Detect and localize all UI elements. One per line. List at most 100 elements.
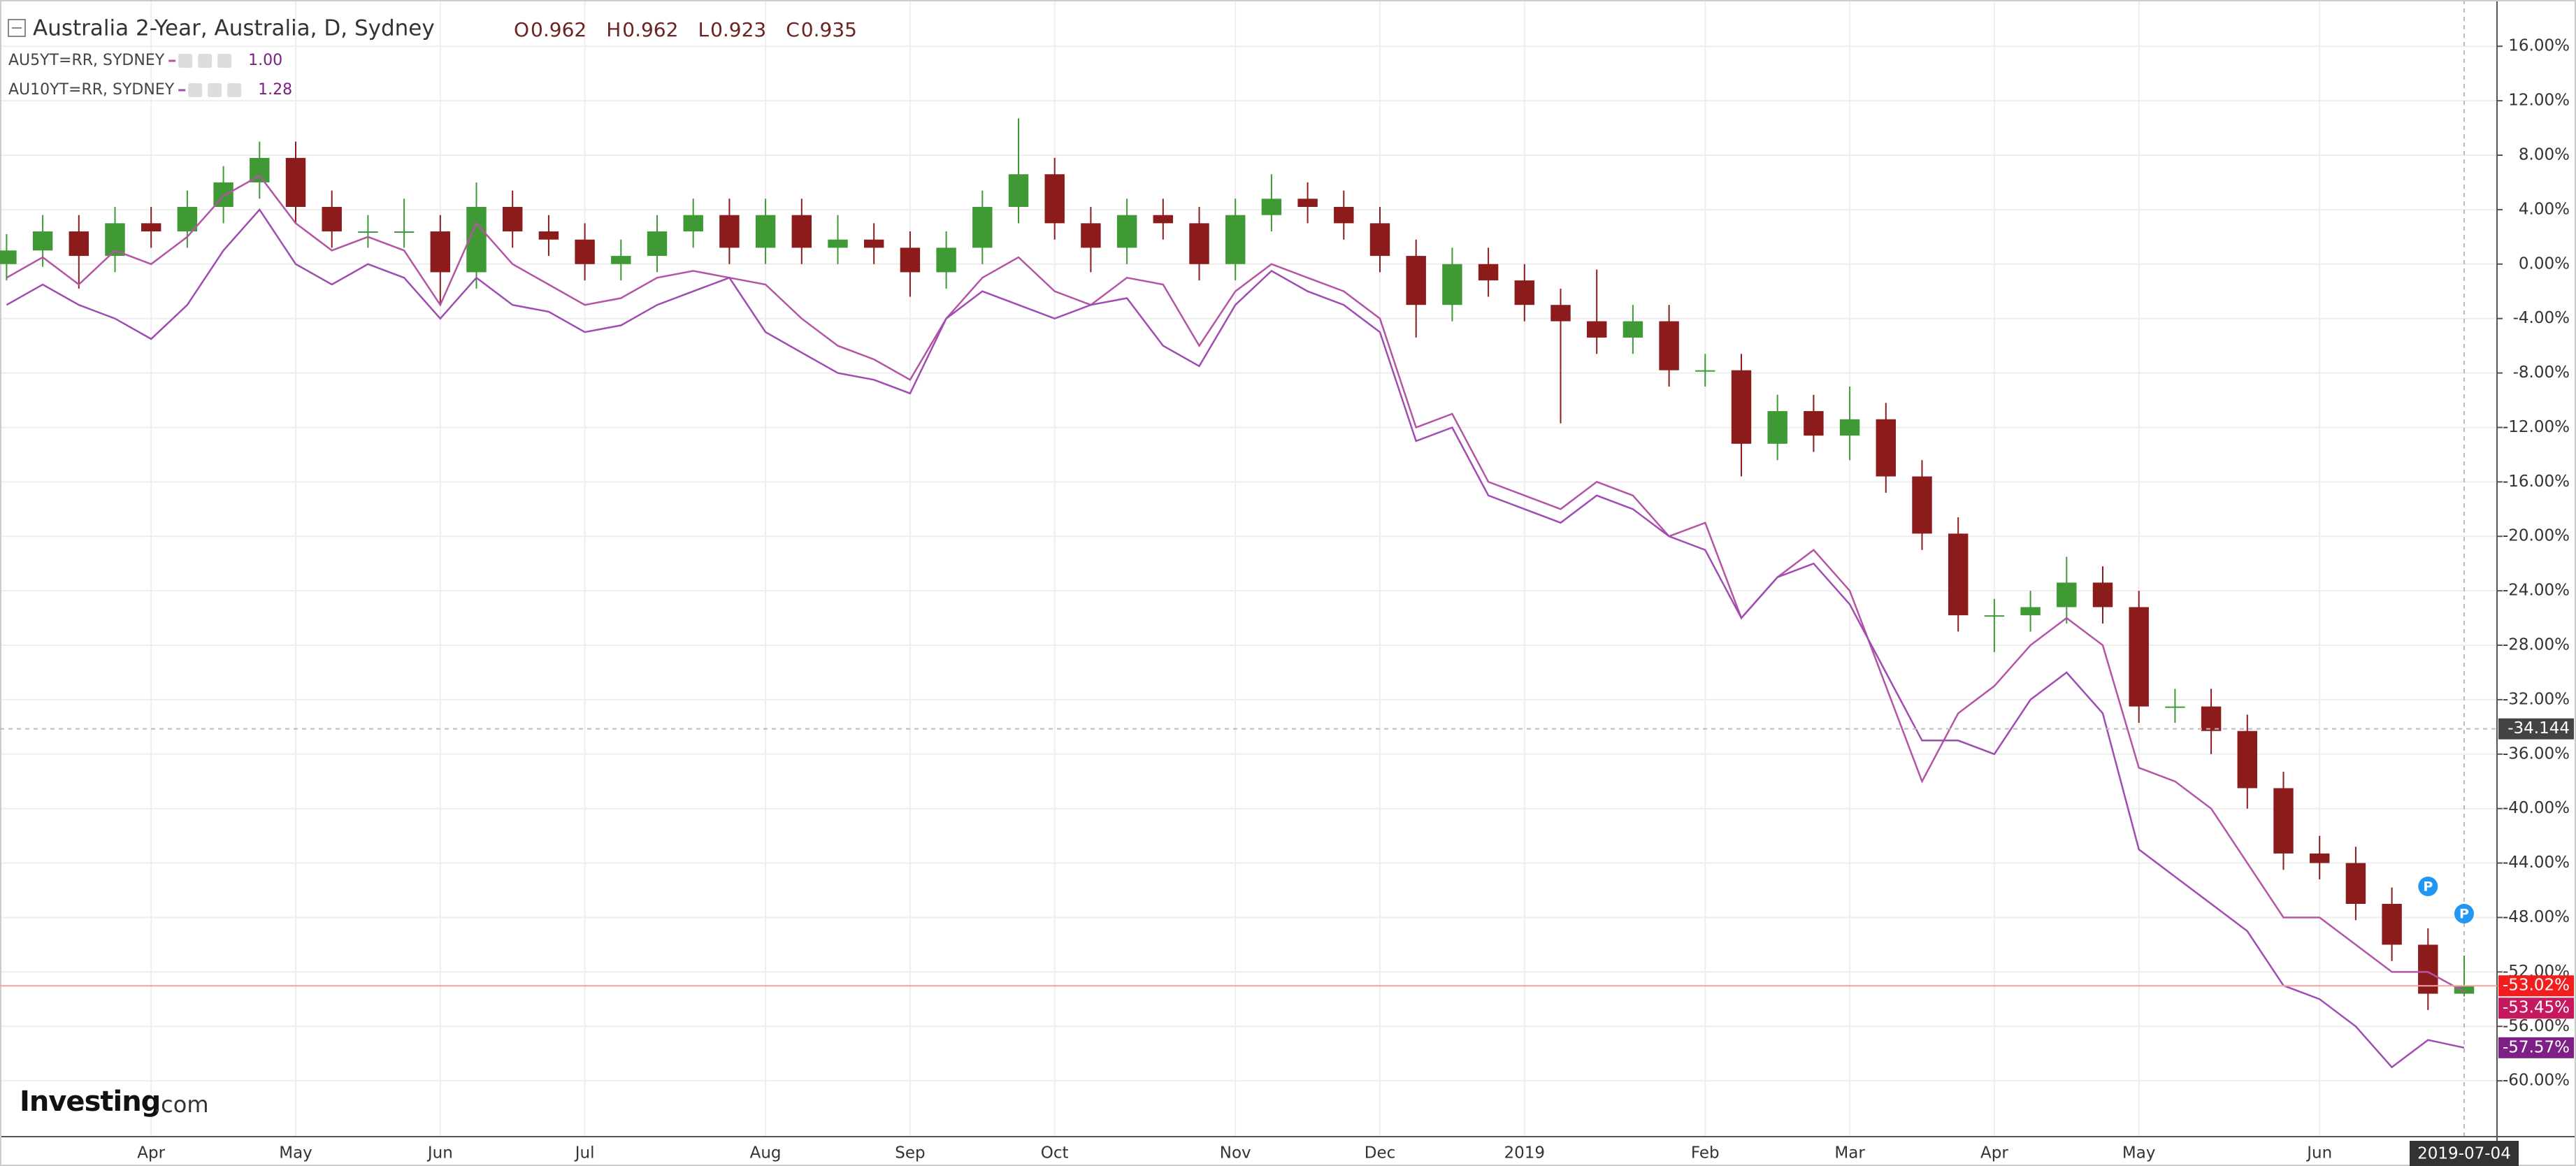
candle-body — [250, 157, 270, 182]
y-tick-label: 8.00% — [2519, 145, 2570, 164]
x-tick-label: Jul — [574, 1144, 595, 1163]
candle-body — [1116, 215, 1137, 248]
x-tick-label: Jun — [426, 1144, 453, 1163]
y-tick-label: -28.00% — [2503, 636, 2570, 654]
candle-body — [2273, 788, 2294, 854]
y-tick-label: -56.00% — [2503, 1017, 2570, 1035]
candle-body — [1695, 370, 1715, 372]
y-tick-label: 0.00% — [2519, 254, 2570, 273]
candle-body — [502, 206, 523, 232]
y-tick-label: -40.00% — [2503, 799, 2570, 817]
candle-body — [863, 239, 884, 248]
candle-body — [2129, 607, 2149, 707]
candle-body — [791, 215, 812, 248]
legend-value: 1.28 — [258, 81, 292, 99]
candle-body — [2020, 607, 2041, 616]
candle-body — [1731, 370, 1752, 444]
ohlc-value: 0.923 — [710, 18, 766, 41]
candle-body — [1984, 615, 2005, 617]
crosshair-label: -34.144 — [2507, 719, 2570, 737]
candle-body — [0, 250, 17, 264]
candle-body — [1514, 280, 1535, 305]
candle-body — [936, 247, 956, 273]
candle-body — [611, 256, 631, 264]
candle-body — [683, 215, 703, 232]
candle-body — [394, 231, 415, 233]
collapse-button[interactable] — [8, 19, 26, 37]
candle-body — [141, 223, 161, 232]
line-series — [6, 174, 2465, 993]
y-tick-label: -48.00% — [2503, 908, 2570, 926]
ohlc-label: O — [514, 18, 529, 41]
y-tick-label: -24.00% — [2503, 582, 2570, 600]
ohlc-value: 0.935 — [801, 18, 857, 41]
ohlc-label: H — [606, 18, 621, 41]
x-tick-label: May — [2122, 1144, 2156, 1163]
candle-body — [1225, 215, 1246, 264]
legend-icon — [188, 83, 203, 97]
event-marker — [2454, 904, 2474, 924]
x-label-box — [2410, 1141, 2519, 1166]
candle-body — [900, 247, 921, 273]
candle-body — [538, 231, 559, 240]
y-tick-label: -32.00% — [2503, 690, 2570, 708]
candle-body — [1297, 199, 1318, 207]
candle-body — [1948, 533, 1969, 616]
event-marker-label: P — [2459, 907, 2469, 922]
candle-body — [1153, 215, 1174, 224]
plot-area — [0, 118, 2475, 1069]
candle-body — [1767, 411, 1787, 444]
candle-body — [1442, 264, 1462, 305]
x-tick-label: Feb — [1691, 1144, 1720, 1163]
candle-body — [1659, 321, 1679, 370]
y-tick-label: -20.00% — [2503, 527, 2570, 545]
candle-body — [719, 215, 740, 248]
candle-body — [430, 231, 451, 273]
candle-body — [1876, 419, 1897, 477]
candle-body — [2345, 863, 2366, 905]
legend-icon — [217, 54, 232, 68]
logo: Investing — [20, 1086, 160, 1118]
legend-icon — [227, 83, 242, 97]
candle-body — [1261, 199, 1282, 215]
candle-body — [1622, 321, 1643, 338]
last-value-tag — [2498, 1037, 2574, 1058]
ohlc-value: 0.962 — [531, 18, 587, 41]
legend-icon — [178, 54, 193, 68]
candle-body — [1550, 305, 1571, 322]
legend-value: 1.00 — [248, 52, 282, 69]
y-tick-label: 16.00% — [2508, 37, 2570, 55]
legend-name: AU5YT=RR, SYDNEY — [8, 52, 165, 69]
last-value-tag — [2498, 975, 2574, 997]
candle-body — [69, 231, 89, 257]
x-tick-label: Dec — [1365, 1144, 1396, 1163]
last-value-label: -53.45% — [2503, 999, 2570, 1017]
candle-body — [755, 215, 776, 248]
candle-body — [32, 231, 53, 251]
candle-body — [1406, 256, 1426, 305]
candle-body — [1081, 223, 1101, 248]
x-tick-label: 2019 — [1504, 1144, 1546, 1163]
candle-body — [972, 206, 993, 248]
legend-icon — [198, 54, 213, 68]
candle-body — [1804, 411, 1824, 436]
candle-body — [2165, 706, 2185, 708]
x-tick-label: Apr — [137, 1144, 165, 1163]
candle-body — [2201, 706, 2222, 731]
y-tick-label: 12.00% — [2508, 92, 2570, 110]
candle-body — [285, 157, 306, 207]
crosshair-tag — [2498, 718, 2574, 740]
y-tick-label: -4.00% — [2513, 309, 2570, 327]
candle-body — [1912, 476, 1932, 534]
event-marker — [2418, 877, 2438, 897]
logo-suffix: .com — [154, 1091, 209, 1118]
candle-body — [2092, 582, 2113, 607]
last-value-label: -57.57% — [2503, 1038, 2570, 1056]
y-tick-label: 4.00% — [2519, 200, 2570, 218]
candle-body — [2454, 986, 2475, 994]
candle-body — [2237, 730, 2258, 789]
last-value-label: -53.02% — [2503, 977, 2570, 995]
